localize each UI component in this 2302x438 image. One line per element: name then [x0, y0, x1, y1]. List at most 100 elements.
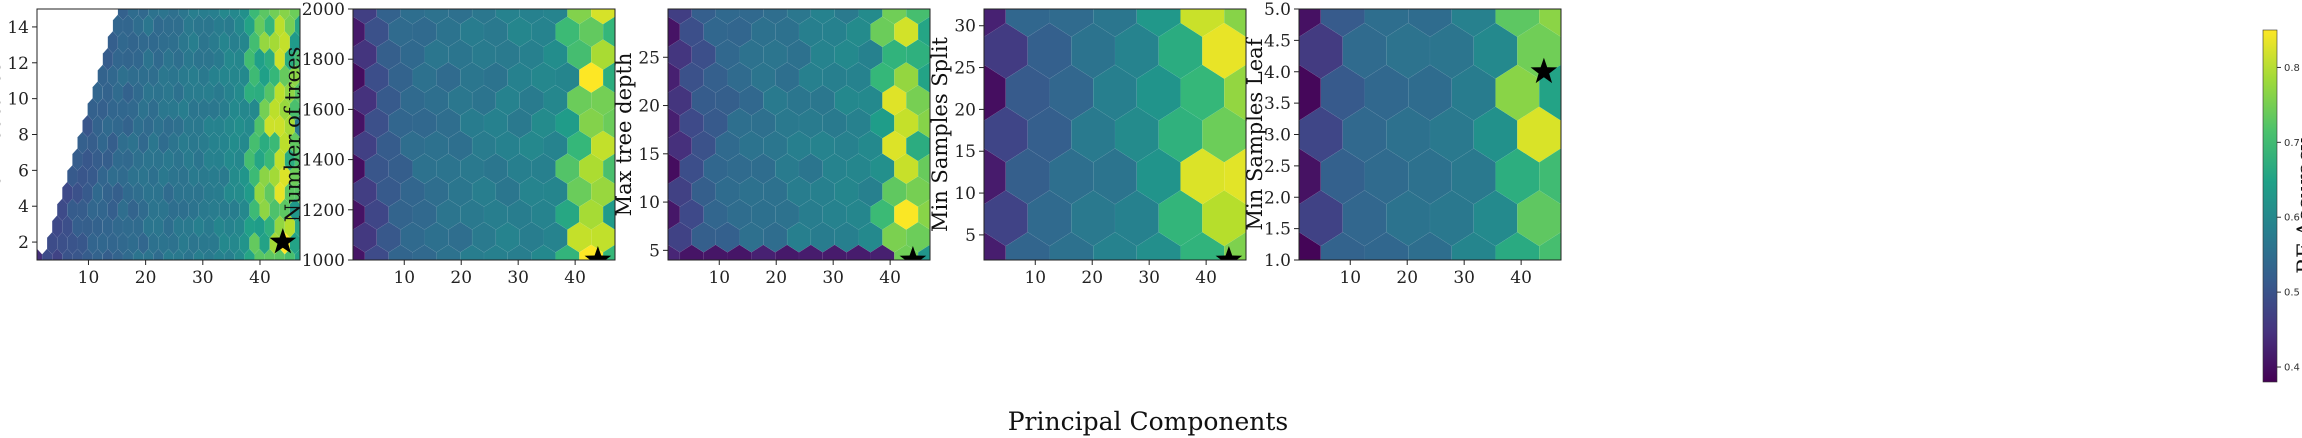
hex-cell	[484, 0, 508, 1]
y-tick-label: 10	[7, 90, 29, 110]
x-tick-label: 30	[822, 268, 844, 288]
hex-cell	[294, 148, 300, 172]
hex-cell	[1290, 274, 1334, 330]
hex-cell	[294, 248, 300, 260]
hex-cell	[614, 9, 615, 17]
best-point-star-icon	[584, 246, 612, 260]
y-tick-label: 1800	[302, 50, 345, 70]
panel-5: 10 20 30 40 1.0 1.5 2.0 2.5 3.0 3.5 4.0 4.5 5.0 Min S…	[1243, 0, 1649, 330]
y-tick-label: 20	[954, 100, 976, 120]
y-tick-label: 2.0	[1264, 188, 1291, 208]
hex-cell	[179, 266, 189, 288]
hex-cell	[906, 268, 930, 298]
axes-frame	[983, 8, 1247, 261]
hex-cell	[27, 266, 37, 288]
hex-cell	[275, 0, 285, 3]
hex-cell	[917, 16, 930, 48]
hex-cell	[680, 0, 704, 1]
hexbin-cells	[27, 0, 300, 288]
axes-frame	[352, 8, 616, 261]
hex-cell	[1495, 9, 1540, 38]
hex-cell	[602, 16, 615, 48]
hex-cell	[294, 114, 300, 138]
hex-cell	[917, 198, 930, 230]
y-tick-label: 5	[649, 241, 660, 261]
y-tick-label: 2000	[302, 0, 345, 20]
shared-xlabel: Principal Components	[1008, 407, 1289, 436]
hex-cell	[158, 266, 168, 288]
hex-cell	[918, 0, 942, 1]
axes-frame	[667, 8, 931, 261]
y-axis-label: Number of trees	[281, 47, 305, 223]
hex-cell	[639, 0, 663, 24]
colorbar-tick-label: 0.7	[2284, 138, 2300, 149]
y-tick-label: 8	[18, 126, 29, 146]
hex-cell	[917, 153, 930, 185]
y-tick-label: 6	[18, 161, 29, 181]
hex-cell	[229, 266, 239, 288]
x-tick-label: 10	[708, 268, 730, 288]
hex-cell	[280, 266, 290, 288]
hex-cell	[942, 245, 966, 275]
y-tick-label: 4	[18, 197, 29, 217]
hex-cell	[194, 0, 204, 3]
y-tick-label: 25	[638, 48, 660, 68]
hex-cell	[265, 0, 275, 3]
x-tick-label: 40	[564, 268, 586, 288]
y-axis-label: Max tree depth	[612, 53, 636, 217]
hex-cell	[871, 0, 895, 1]
hex-cell	[579, 0, 603, 1]
x-tick-label: 10	[1339, 268, 1361, 288]
hex-cell	[219, 266, 229, 288]
y-tick-label: 3.5	[1264, 94, 1291, 114]
hex-cell	[1320, 9, 1365, 38]
x-tick-label: 40	[1195, 268, 1217, 288]
hexbin-cells	[656, 0, 978, 298]
hex-cell	[556, 0, 580, 1]
hex-cell	[751, 0, 775, 1]
y-tick-label: 4.0	[1264, 63, 1291, 83]
hex-cell	[1246, 274, 1290, 330]
x-tick-label: 30	[507, 268, 529, 288]
hex-cell	[954, 268, 978, 298]
hex-cell	[1560, 120, 1561, 149]
hex-cell	[668, 9, 669, 17]
hex-cell	[1605, 107, 1649, 163]
y-tick-label: 1.5	[1264, 220, 1291, 240]
hex-cell	[234, 0, 244, 3]
hex-cell	[1299, 9, 1322, 38]
hex-cell	[1005, 9, 1050, 38]
best-point-star-icon	[269, 228, 297, 254]
hex-cell	[602, 107, 615, 139]
hex-cell	[153, 0, 163, 3]
hex-cell	[163, 0, 173, 3]
hex-cell	[244, 0, 254, 3]
hex-cell	[775, 0, 799, 1]
hex-cell	[656, 0, 680, 1]
hex-cell	[169, 266, 179, 288]
y-tick-label: 20	[638, 97, 660, 117]
y-tick-label: 15	[954, 142, 976, 162]
x-tick-label: 40	[1510, 268, 1532, 288]
y-tick-label: 5.0	[1264, 0, 1291, 20]
y-tick-label: 10	[638, 193, 660, 213]
hex-cell	[728, 0, 752, 1]
hex-cell	[133, 0, 143, 3]
hex-cell	[1092, 9, 1138, 38]
colorbar-label: RF Accuracy	[2293, 138, 2302, 274]
y-axis-label: Max Features	[0, 61, 5, 207]
x-tick-label: 20	[1396, 268, 1418, 288]
hex-cell	[1583, 232, 1627, 288]
hex-cell	[1299, 274, 1343, 330]
hex-cell	[1180, 9, 1225, 38]
hex-cell	[1560, 36, 1561, 66]
hex-cell	[508, 0, 532, 1]
hex-cell	[92, 215, 103, 239]
hex-cell	[929, 9, 930, 17]
hex-cell	[942, 0, 966, 1]
hex-cell	[1407, 9, 1453, 38]
best-point-star-icon	[899, 246, 927, 260]
hex-cell	[143, 0, 153, 3]
